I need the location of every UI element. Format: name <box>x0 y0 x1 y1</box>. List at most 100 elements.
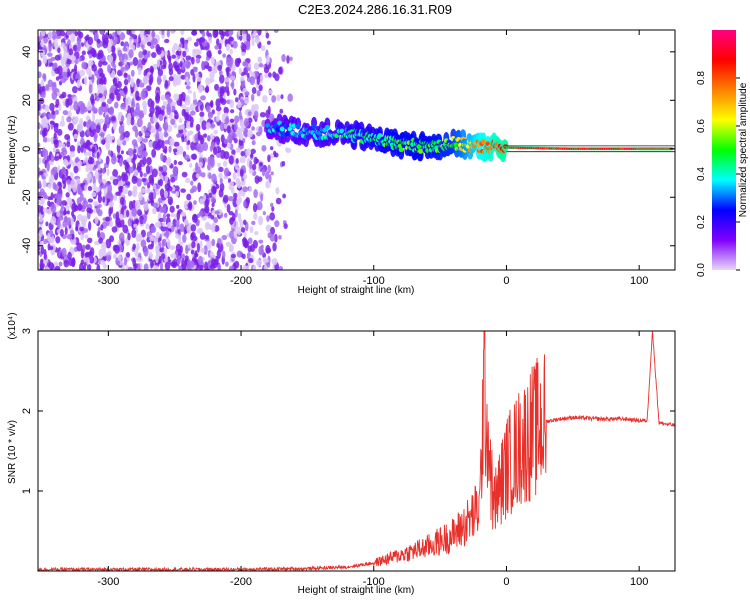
noise-speckle <box>60 42 65 48</box>
noise-speckle <box>105 103 109 114</box>
noise-speckle <box>265 244 271 254</box>
noise-speckle <box>186 145 190 151</box>
noise-speckle <box>66 30 73 35</box>
noise-speckle <box>66 217 72 226</box>
noise-speckle <box>85 244 91 250</box>
colorbar-tick-label: 0.8 <box>696 71 707 85</box>
noise-speckle <box>67 93 72 99</box>
noise-speckle <box>130 85 134 94</box>
noise-speckle <box>259 74 264 84</box>
noise-speckle <box>239 156 246 164</box>
noise-speckle <box>162 100 168 106</box>
noise-speckle <box>120 103 126 110</box>
noise-speckle <box>128 49 134 59</box>
noise-speckle <box>224 117 229 125</box>
noise-speckle <box>92 112 96 122</box>
noise-speckle <box>133 149 137 154</box>
noise-speckle <box>241 253 246 260</box>
noise-speckle <box>127 112 132 122</box>
noise-speckle <box>38 180 42 189</box>
noise-speckle <box>264 73 269 79</box>
noise-speckle <box>155 94 160 104</box>
noise-speckle <box>148 251 153 260</box>
noise-speckle <box>122 224 129 234</box>
noise-speckle <box>250 93 255 102</box>
noise-speckle <box>138 191 143 201</box>
noise-speckle <box>53 132 57 139</box>
noise-speckle <box>186 259 192 269</box>
noise-speckle <box>152 140 158 150</box>
noise-speckle <box>38 142 41 148</box>
noise-speckle <box>223 123 229 129</box>
noise-speckle <box>274 220 280 228</box>
noise-speckle <box>101 61 108 66</box>
noise-speckle <box>234 163 239 170</box>
noise-speckle <box>161 105 166 111</box>
noise-speckle <box>114 35 118 45</box>
noise-speckle <box>76 41 81 52</box>
noise-speckle <box>47 79 53 87</box>
noise-speckle <box>238 140 244 146</box>
noise-speckle <box>243 219 247 226</box>
noise-speckle <box>112 77 118 87</box>
noise-speckle <box>68 48 74 56</box>
noise-speckle <box>189 103 196 111</box>
noise-speckle <box>252 203 258 213</box>
noise-speckle <box>146 156 152 166</box>
noise-speckle <box>149 65 154 74</box>
snr-x-tick-label: -300 <box>97 576 119 588</box>
noise-speckle <box>166 221 173 229</box>
noise-speckle <box>40 246 45 255</box>
noise-speckle <box>230 253 236 259</box>
noise-speckle <box>61 174 67 185</box>
noise-speckle <box>187 36 193 42</box>
noise-speckle <box>98 237 103 244</box>
noise-speckle <box>221 234 228 241</box>
noise-speckle <box>170 101 177 107</box>
noise-speckle <box>161 239 165 249</box>
noise-speckle <box>207 135 211 141</box>
noise-speckle <box>127 74 131 83</box>
noise-speckle <box>66 233 73 240</box>
noise-speckle <box>246 72 250 78</box>
noise-speckle <box>72 85 78 94</box>
noise-speckle <box>61 200 67 206</box>
noise-speckle <box>161 164 168 173</box>
noise-speckle <box>123 85 128 96</box>
noise-speckle <box>41 120 47 129</box>
noise-speckle <box>197 255 203 266</box>
noise-speckle <box>66 58 72 65</box>
noise-speckle <box>143 202 149 212</box>
noise-speckle <box>176 255 181 265</box>
noise-speckle <box>206 30 210 37</box>
noise-speckle <box>234 209 238 218</box>
noise-speckle <box>259 112 266 118</box>
noise-speckle <box>253 189 258 199</box>
noise-speckle <box>108 207 112 217</box>
noise-speckle <box>136 209 142 216</box>
noise-speckle <box>173 141 180 147</box>
noise-speckle <box>230 109 235 114</box>
noise-speckle <box>152 202 158 208</box>
noise-speckle <box>178 117 183 124</box>
noise-speckle <box>199 198 204 205</box>
noise-speckle <box>185 120 192 129</box>
noise-speckle <box>88 165 94 171</box>
spectrogram-x-axis: -300 -200 -100 0 100 <box>97 30 648 287</box>
noise-speckle <box>79 226 85 232</box>
noise-speckle <box>267 154 271 163</box>
noise-speckle <box>152 191 157 200</box>
noise-speckle <box>38 88 42 94</box>
noise-speckle <box>87 150 92 157</box>
noise-speckle <box>184 112 190 121</box>
noise-speckle <box>38 147 41 155</box>
noise-speckle <box>184 154 190 161</box>
noise-speckle <box>72 118 77 126</box>
noise-speckle <box>55 98 60 107</box>
colorbar-tick-label: 0.4 <box>696 167 707 181</box>
noise-speckle <box>280 94 284 100</box>
noise-speckle <box>269 212 276 221</box>
noise-speckle <box>250 148 256 155</box>
noise-speckle <box>180 211 185 216</box>
noise-speckle <box>233 192 238 199</box>
